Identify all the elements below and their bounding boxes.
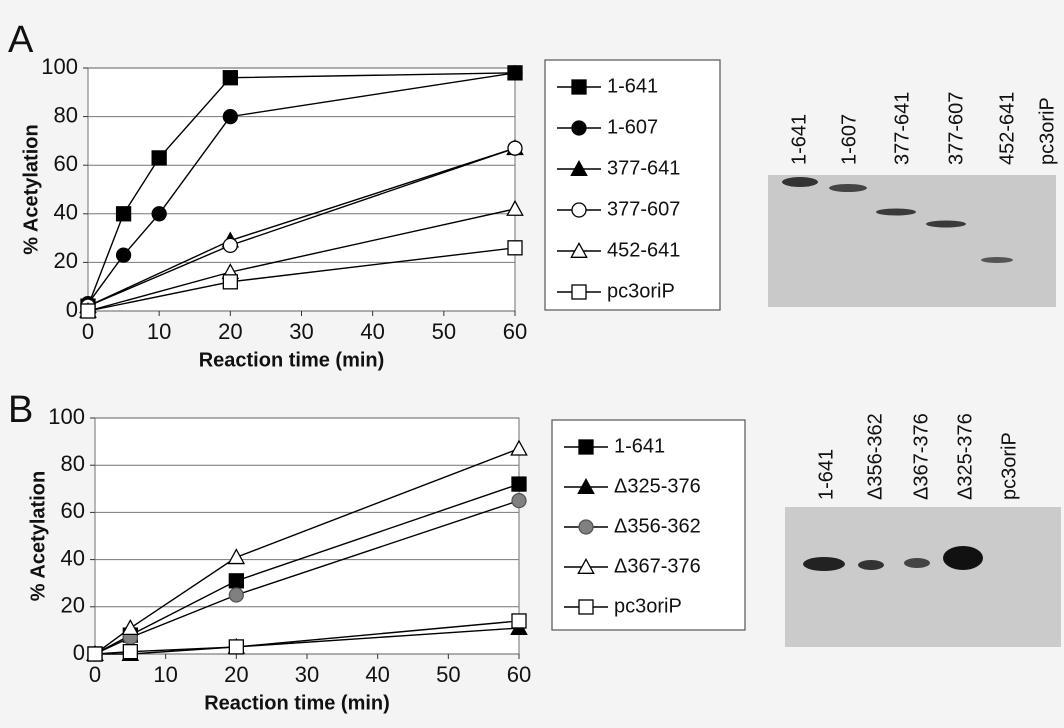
- x-tick-label: 40: [365, 662, 389, 687]
- band: [876, 209, 916, 216]
- band: [904, 558, 930, 568]
- y-tick-label: 0: [66, 297, 78, 322]
- marker: [229, 588, 243, 602]
- marker: [223, 275, 237, 289]
- marker: [512, 614, 526, 628]
- marker: [152, 207, 166, 221]
- lane-label: 1-641: [815, 449, 837, 500]
- y-tick-label: 60: [61, 498, 85, 523]
- marker: [229, 574, 243, 588]
- x-tick-label: 60: [507, 662, 531, 687]
- y-tick-label: 60: [54, 151, 78, 176]
- lane-label: 377-641: [891, 92, 913, 165]
- legend-label: Δ325-376: [614, 475, 701, 497]
- x-tick-label: 10: [147, 319, 171, 344]
- legend-label: 1-641: [607, 75, 658, 97]
- lane-label: pc3oriP: [998, 432, 1020, 500]
- y-tick-label: 80: [54, 102, 78, 127]
- legend: [545, 60, 720, 310]
- y-tick-label: 100: [48, 404, 85, 429]
- y-tick-label: 40: [61, 545, 85, 570]
- lane-label: Δ356-362: [864, 413, 886, 500]
- y-tick-label: 100: [41, 54, 78, 79]
- y-tick-label: 20: [61, 593, 85, 618]
- band: [782, 177, 818, 187]
- x-axis-title: Reaction time (min): [199, 349, 385, 371]
- legend-label: 1-607: [607, 116, 658, 138]
- marker: [579, 440, 593, 454]
- marker: [88, 647, 102, 661]
- lane-label: Δ367-376: [910, 413, 932, 500]
- marker: [512, 477, 526, 491]
- x-tick-label: 30: [289, 319, 313, 344]
- plot-area: [88, 68, 515, 311]
- marker: [123, 645, 137, 659]
- legend-label: pc3oriP: [614, 595, 682, 617]
- y-axis-title: % Acetylation: [27, 471, 49, 601]
- legend-label: pc3oriP: [607, 280, 675, 302]
- legend-label: 377-607: [607, 198, 680, 220]
- marker: [223, 238, 237, 252]
- x-axis-title: Reaction time (min): [204, 692, 390, 714]
- panel-letter: B: [8, 389, 33, 431]
- marker: [117, 248, 131, 262]
- x-tick-label: 50: [436, 662, 460, 687]
- legend-label: Δ356-362: [614, 515, 701, 537]
- lane-label: 452-641: [996, 92, 1018, 165]
- marker: [579, 600, 593, 614]
- band: [981, 257, 1013, 263]
- x-tick-label: 10: [153, 662, 177, 687]
- marker: [117, 207, 131, 221]
- x-tick-label: 0: [82, 319, 94, 344]
- band: [829, 184, 867, 192]
- x-tick-label: 0: [89, 662, 101, 687]
- band: [926, 221, 966, 228]
- marker: [512, 494, 526, 508]
- band: [803, 557, 845, 571]
- band: [943, 546, 983, 570]
- y-tick-label: 0: [73, 640, 85, 665]
- marker: [572, 203, 586, 217]
- legend-label: Δ367-376: [614, 555, 701, 577]
- marker: [572, 80, 586, 94]
- blot: [768, 175, 1056, 307]
- x-tick-label: 60: [503, 319, 527, 344]
- marker: [572, 121, 586, 135]
- legend-label: 377-641: [607, 157, 680, 179]
- marker: [152, 151, 166, 165]
- marker: [81, 304, 95, 318]
- legend-label: 452-641: [607, 239, 680, 261]
- figure: A B 1-641 1-607 377-641 377-607 452-641 pc3or…: [0, 0, 1064, 728]
- y-tick-label: 20: [54, 248, 78, 273]
- y-axis-title: % Acetylation: [20, 124, 42, 254]
- x-tick-label: 50: [432, 319, 456, 344]
- panel-letter: A: [8, 19, 34, 61]
- x-tick-label: 20: [218, 319, 242, 344]
- x-tick-label: 20: [224, 662, 248, 687]
- lane-label: pc3oriP: [1036, 97, 1058, 165]
- lane-label: Δ325-376: [954, 413, 976, 500]
- lane-label: 1-641: [788, 114, 810, 165]
- marker: [229, 640, 243, 654]
- lane-label: 1-607: [838, 114, 860, 165]
- marker: [508, 141, 522, 155]
- marker: [579, 520, 593, 534]
- x-tick-label: 40: [360, 319, 384, 344]
- marker: [223, 110, 237, 124]
- marker: [572, 285, 586, 299]
- marker: [508, 66, 522, 80]
- lane-label: 377-607: [945, 92, 967, 165]
- marker: [508, 241, 522, 255]
- plot-area: [95, 418, 519, 654]
- legend-label: 1-641: [614, 435, 665, 457]
- blot: [785, 507, 1061, 647]
- page: A B 1-641 1-607 377-641 377-607 452-641 pc3or…: [0, 0, 1064, 728]
- y-tick-label: 40: [54, 200, 78, 225]
- x-tick-label: 30: [295, 662, 319, 687]
- y-tick-label: 80: [61, 451, 85, 476]
- band: [858, 560, 884, 570]
- marker: [223, 71, 237, 85]
